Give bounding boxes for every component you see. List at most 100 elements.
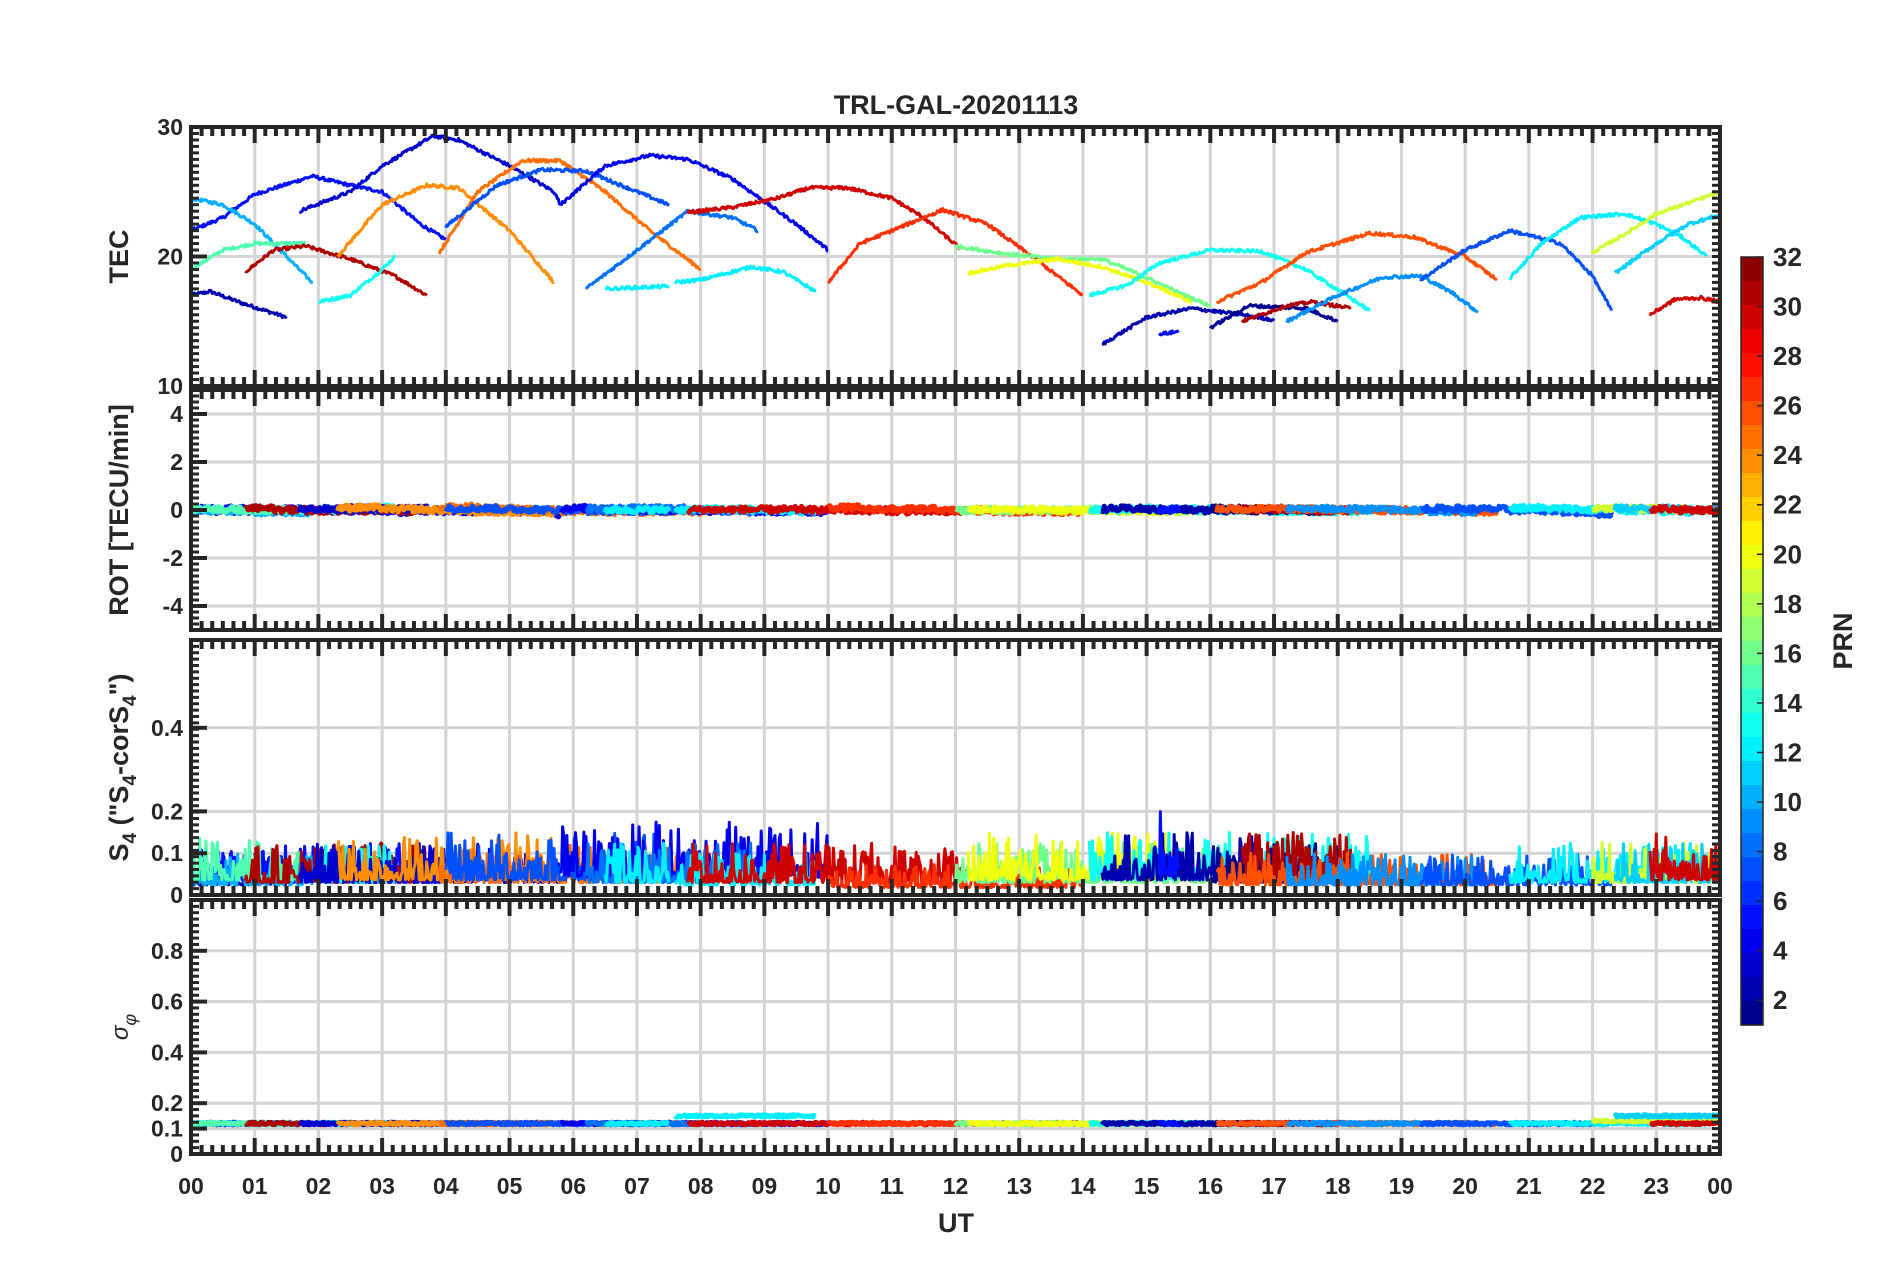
label-part: -corS — [104, 706, 134, 775]
x-tick-label: 13 — [1006, 1173, 1032, 1199]
axes-box — [189, 388, 1722, 632]
colorbar-tick-label: 6 — [1773, 886, 1787, 916]
y-tick-label: 4 — [170, 401, 183, 427]
colorbar-segment — [1741, 473, 1763, 498]
series-line-prn-26 — [1215, 230, 1498, 305]
colorbar-segment — [1741, 881, 1763, 906]
series-line-prn-25 — [438, 157, 702, 272]
x-tick-label: 22 — [1580, 1173, 1606, 1199]
label-part: 4 — [120, 832, 141, 843]
colorbar-tick-label: 14 — [1773, 688, 1802, 718]
y-axis-label-sigma: σφ — [107, 1014, 140, 1040]
colorbar-segment — [1741, 905, 1763, 930]
x-tick-label: 03 — [369, 1173, 395, 1199]
series-line-prn-20 — [967, 256, 1193, 304]
y-tick-label: 30 — [157, 114, 183, 140]
y-tick-label: 0.1 — [151, 1116, 183, 1142]
colorbar-segment — [1741, 353, 1763, 378]
colorbar-segment — [1741, 833, 1763, 858]
panel-sigma: 00.10.2 0.4 0.6 0.8 σφ — [107, 898, 1722, 1167]
colorbar-segment — [1741, 521, 1763, 546]
series-line-prn-31 — [244, 243, 428, 297]
colorbar-segment — [1741, 809, 1763, 834]
colorbar-tick-label: 30 — [1773, 292, 1802, 322]
series-line-prn-30 — [686, 184, 963, 251]
label-part: 4 — [120, 695, 141, 706]
y-tick-label: 10 — [157, 373, 183, 399]
series-line-prn-8 — [584, 208, 759, 290]
series-group — [191, 1112, 1720, 1128]
colorbar-segment — [1741, 929, 1763, 954]
colorbar-tick-label: 16 — [1773, 638, 1802, 668]
y-tick-label: 2 — [170, 449, 183, 475]
colorbar-segment — [1741, 953, 1763, 978]
series-line-prn-13 — [1087, 831, 1372, 882]
colorbar-segment — [1741, 1001, 1763, 1026]
y-tick-label: 0.2 — [151, 798, 183, 824]
series-group — [191, 501, 1720, 520]
panel-rot: -4 -2 0 2 4 ROT [TECU/min] — [104, 388, 1722, 632]
chart-title: TRL-GAL-20201113 — [834, 90, 1079, 120]
colorbar-segment — [1741, 281, 1763, 306]
colorbar-segment — [1741, 425, 1763, 450]
label-part: σ — [107, 1024, 134, 1040]
series-line-prn-12 — [604, 283, 670, 292]
series-group — [191, 133, 1720, 346]
series-line-prn-30 — [686, 841, 964, 884]
series-line-prn-4 — [560, 152, 829, 253]
series-line-prn-12 — [673, 264, 817, 293]
series-line-prn-15 — [191, 240, 307, 272]
x-axis-label: UT — [938, 1208, 974, 1238]
colorbar-segment — [1741, 665, 1763, 690]
series-line-prn-1 — [1209, 302, 1339, 330]
y-tick-label: 0.4 — [151, 1039, 183, 1065]
x-tick-label: 10 — [815, 1173, 841, 1199]
series-line-prn-19 — [1591, 188, 1720, 255]
label-part: S — [104, 843, 134, 861]
series-line-prn-9 — [1285, 273, 1479, 324]
x-tick-label: 12 — [943, 1173, 969, 1199]
series-line-prn-5 — [1158, 329, 1180, 337]
series-line-prn-7 — [444, 166, 671, 229]
colorbar-segment — [1741, 449, 1763, 474]
colorbar-tick-label: 28 — [1773, 341, 1802, 371]
series-line-prn-13 — [318, 254, 397, 304]
x-tick-label: 01 — [242, 1173, 268, 1199]
x-tick-label: 09 — [752, 1173, 778, 1199]
series-line-prn-2 — [191, 288, 288, 320]
colorbar-tick-label: 10 — [1773, 787, 1802, 817]
colorbar-tick-label: 8 — [1773, 837, 1787, 867]
colorbar-tick-label: 26 — [1773, 391, 1802, 421]
series-line-prn-5 — [1157, 1119, 1181, 1128]
panel-tec: 10 20 30 TEC — [104, 114, 1722, 399]
series-line-prn-5 — [1156, 504, 1181, 516]
colorbar-segment — [1741, 257, 1763, 282]
series-line-prn-20 — [966, 504, 1194, 517]
label-part: 4 — [120, 775, 141, 786]
colorbar-segment — [1741, 569, 1763, 594]
y-tick-label: 0 — [170, 1141, 183, 1167]
colorbar-tick-label: 32 — [1773, 242, 1802, 272]
colorbar-border — [1740, 256, 1764, 1026]
series-line-prn-3 — [298, 133, 562, 214]
colorbar-segment — [1741, 977, 1763, 1002]
colorbar-tick-label: 18 — [1773, 589, 1802, 619]
series-line-prn-10 — [191, 196, 314, 285]
x-tick-label: 08 — [688, 1173, 714, 1199]
x-tick-label: 17 — [1261, 1173, 1287, 1199]
x-tick-label: 15 — [1134, 1173, 1160, 1199]
x-tick-label: 11 — [880, 1173, 905, 1199]
x-tick-label: 04 — [433, 1173, 459, 1199]
colorbar-segment — [1741, 761, 1763, 786]
colorbar-segment — [1741, 689, 1763, 714]
axes-box — [189, 638, 1722, 897]
colorbar-tick-label: 12 — [1773, 737, 1802, 767]
series-line-prn-2 — [1101, 306, 1276, 346]
series-line-prn-7 — [1419, 228, 1614, 312]
series-line-prn-24 — [336, 182, 556, 285]
colorbar-segment — [1741, 377, 1763, 402]
x-tick-label: 23 — [1643, 1173, 1669, 1199]
series-line-prn-30 — [685, 503, 964, 517]
x-tick-label: 18 — [1325, 1173, 1351, 1199]
